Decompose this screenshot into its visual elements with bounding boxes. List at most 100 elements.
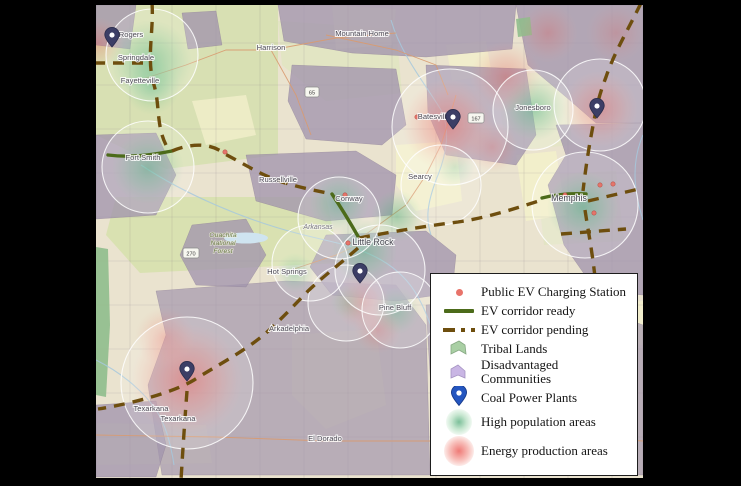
- legend-item-energy-production: Energy production areas: [437, 435, 631, 466]
- energy-production-heat-blob: [470, 41, 542, 113]
- legend-item-disadvantaged: Disadvantaged Communities: [437, 358, 631, 385]
- ev-corridor-pending-path: [581, 5, 642, 192]
- high-population-heat-blob: [547, 171, 619, 243]
- ev-charging-station-dot[interactable]: [562, 192, 568, 198]
- coal-plant-pin[interactable]: [352, 263, 368, 284]
- ev-charging-station-dot[interactable]: [222, 149, 228, 155]
- legend-label: Disadvantaged Communities: [481, 357, 559, 386]
- city-label-memphis: Memphis: [551, 193, 587, 203]
- coal-plant-pin[interactable]: [104, 27, 120, 48]
- high-population-blob-icon: [437, 409, 481, 436]
- ev-corridor-pending-path: [358, 198, 543, 240]
- city-label-batesville: Batesville: [418, 112, 451, 121]
- coal-plant-pin[interactable]: [589, 98, 605, 119]
- buffer-rings: [101, 8, 643, 450]
- legend-item-tribal-lands: Tribal Lands: [437, 339, 631, 357]
- energy-production-heat-blob: [586, 5, 643, 63]
- ev-corridor-pending-path: [587, 186, 643, 203]
- energy-production-heat-blob: [135, 307, 195, 367]
- city-label-texarkana-2: Texarkana: [160, 414, 196, 423]
- city-label-conway: Conway: [335, 194, 363, 203]
- city-label-harrison: Harrison: [257, 43, 286, 52]
- ev-charging-station-dot[interactable]: [414, 114, 420, 120]
- city-label-rogers: Rogers: [119, 30, 144, 39]
- ev-charging-dot-icon: [437, 288, 481, 296]
- city-label-hot-springs: Hot Springs: [267, 267, 307, 276]
- energy-production-blob-icon: [437, 435, 481, 466]
- ev-corridor-pending-group: [96, 5, 643, 478]
- ev-charging-station-dot[interactable]: [345, 240, 351, 246]
- route-shield-label: 167: [471, 117, 480, 123]
- forest-label-line: Forest: [213, 248, 233, 255]
- ev-corridor-pending-path: [560, 227, 627, 236]
- ev-corridor-ready-path: [330, 192, 361, 240]
- buffer-ring: [391, 68, 509, 186]
- ev-corridor-pending-path: [97, 246, 360, 411]
- city-label-searcy: Searcy: [408, 172, 432, 181]
- ev-charging-station-dot[interactable]: [342, 192, 348, 198]
- forest-label-line: Ouachita: [209, 232, 236, 239]
- high-population-heat-blob: [112, 132, 184, 204]
- high-population-heat-blob: [371, 190, 423, 242]
- city-label-jonesboro: Jonesboro: [515, 103, 550, 112]
- route-shield-65: 65: [304, 86, 320, 98]
- ev-charging-station-dot[interactable]: [591, 210, 597, 216]
- city-label-russellville: Russellville: [259, 175, 297, 184]
- high-population-heat-blob: [275, 253, 315, 293]
- corridor-pending-line-icon: [437, 327, 481, 332]
- ev-charging-stations: [222, 114, 616, 246]
- city-label-texarkana: Texarkana: [133, 404, 169, 413]
- legend-label: EV corridor pending: [481, 321, 589, 337]
- city-label-arkadelphia: Arkadelphia: [269, 324, 310, 333]
- city-label-springdale: Springdale: [118, 53, 154, 62]
- city-label-little-rock: Little Rock: [352, 237, 394, 247]
- legend-label: EV corridor ready: [481, 302, 576, 318]
- ev-corridor-pending-path: [148, 5, 168, 146]
- disadvantaged-communities-swatch-icon: [437, 364, 481, 380]
- ev-corridor-ready-path: [106, 149, 174, 158]
- city-label-pine-bluff: Pine Bluff: [379, 303, 412, 312]
- map-canvas[interactable]: 65 270 167 Ouachita National Forest Arka…: [96, 5, 643, 478]
- coal-power-plant-pins: [104, 27, 605, 382]
- legend-item-corridor-pending: EV corridor pending: [437, 321, 631, 339]
- city-labels: Rogers Springdale Fayetteville Fort Smit…: [117, 28, 589, 444]
- city-label-el-dorado: El Dorado: [308, 434, 342, 443]
- river-label: Arkansas: [302, 224, 333, 231]
- legend-item-coal-plants: Coal Power Plants: [437, 386, 631, 408]
- buffer-ring: [101, 120, 195, 214]
- city-label-mountain-home: Mountain Home: [335, 29, 389, 38]
- ev-corridor-pending-path: [583, 209, 597, 278]
- legend-label: Energy production areas: [481, 443, 608, 459]
- route-shield-270: 270: [182, 247, 200, 259]
- energy-production-heat-blob: [518, 5, 578, 63]
- route-shield-label: 270: [186, 252, 195, 258]
- legend-item-high-population: High population areas: [437, 409, 631, 436]
- legend-label: Public EV Charging Station: [481, 284, 627, 300]
- city-label-fayetteville: Fayetteville: [121, 76, 159, 85]
- route-shield-label: 65: [309, 91, 315, 97]
- energy-production-heat-blob: [466, 121, 518, 173]
- coal-plant-pin[interactable]: [445, 109, 461, 130]
- ev-charging-station-dot[interactable]: [610, 181, 616, 187]
- route-shields: 65 270 167: [182, 86, 485, 259]
- route-shield-167: 167: [467, 112, 485, 124]
- legend-item-ev-charging: Public EV Charging Station: [437, 283, 631, 301]
- energy-production-heat-blob: [354, 306, 402, 354]
- area-labels: Ouachita National Forest Arkansas: [209, 223, 334, 256]
- corridor-ready-line-icon: [437, 308, 481, 313]
- buffer-ring: [492, 69, 574, 151]
- coal-plant-pin-icon: [437, 386, 481, 408]
- map-legend: Public EV Charging Station EV corridor r…: [430, 273, 638, 476]
- legend-item-corridor-ready: EV corridor ready: [437, 302, 631, 320]
- legend-label: High population areas: [481, 414, 596, 430]
- ev-charging-station-dot[interactable]: [597, 182, 603, 188]
- tribal-lands-swatch-icon: [437, 340, 481, 356]
- ev-corridor-pending-path: [179, 390, 189, 478]
- buffer-ring: [400, 144, 482, 226]
- legend-label: Coal Power Plants: [481, 389, 578, 405]
- forest-label-line: National: [211, 240, 236, 247]
- coal-plant-pin[interactable]: [179, 361, 195, 382]
- buffer-ring: [307, 264, 385, 342]
- city-label-fort-smith: Fort Smith: [125, 153, 160, 162]
